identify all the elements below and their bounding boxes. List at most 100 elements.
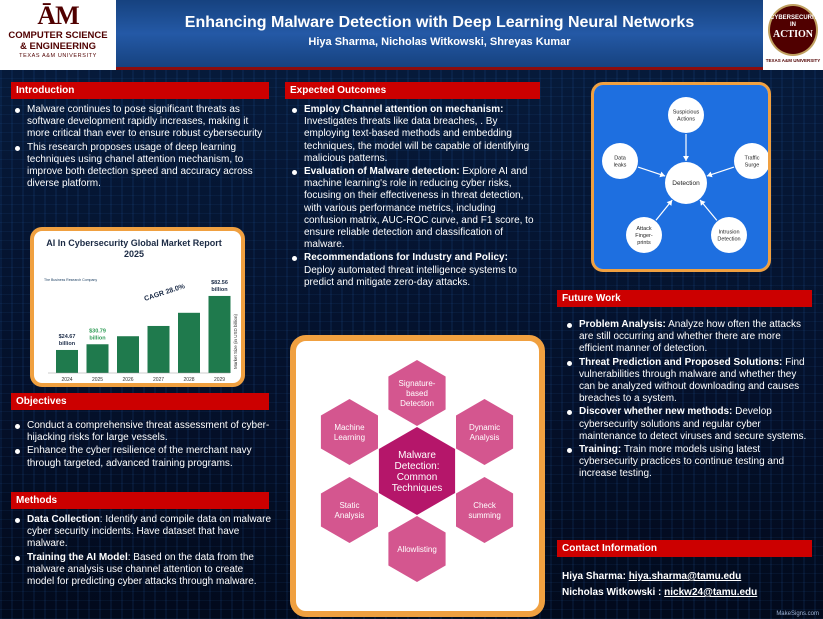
bullet-bold: Training: (579, 444, 622, 456)
objectives-heading: Objectives (11, 393, 269, 410)
chart-tick-label: 2029 (214, 377, 225, 383)
contact-name: Nicholas Witkowski : (562, 587, 662, 598)
hexagon-group: Signature-basedDetectionDynamicAnalysisC… (320, 360, 514, 582)
technique-label: Check (473, 501, 497, 510)
technique-label: based (406, 389, 428, 398)
badge-line-1: CYBERSECURITY (770, 15, 822, 21)
hexagon-svg: Signature-basedDetectionDynamicAnalysisC… (320, 360, 514, 582)
list-item: Recommendations for Industry and Policy:… (288, 252, 538, 289)
technique-hexagon (456, 477, 514, 543)
market-chart-svg: AI In Cybersecurity Global Market Report… (44, 238, 238, 383)
detection-svg: SuspiciousActionsTrafficSurgeIntrusionDe… (594, 85, 768, 269)
technique-hexagon (388, 516, 446, 582)
contact-entry: Hiya Sharma: hiya.sharma@tamu.edu (562, 571, 741, 582)
detection-node (711, 217, 747, 253)
bullet-text: Analyze how often the attacks are still … (579, 319, 801, 355)
detection-node-label: Attack (636, 226, 652, 232)
logo-line-2: & ENGINEERING (19, 41, 96, 52)
chart-tick-label: 2024 (61, 377, 72, 383)
bullet-text: Develop cybersecurity solutions and regu… (579, 406, 807, 442)
title-banner (116, 0, 763, 70)
technique-label: Analysis (335, 511, 365, 520)
technique-label: Signature- (399, 379, 436, 388)
detection-node-label: Suspicious (673, 110, 700, 116)
center-label: Detection: (394, 461, 439, 472)
chart-data-label: $30.79 (89, 328, 106, 334)
center-label: Common (397, 472, 438, 483)
arrowhead-icon (666, 200, 673, 206)
detection-node-label: Surge (745, 163, 760, 169)
future-work-list: Problem Analysis: Analyze how often the … (563, 319, 813, 482)
technique-label: Static (339, 501, 359, 510)
detection-node-label: Finger- (635, 233, 653, 239)
technique-label: Dynamic (469, 423, 500, 432)
bullet-bold: Threat Prediction and Proposed Solutions… (579, 356, 783, 368)
methods-heading: Methods (11, 492, 269, 509)
list-item: Discover whether new methods: Develop cy… (563, 406, 813, 443)
contact-email-link[interactable]: hiya.sharma@tamu.edu (628, 571, 742, 582)
bullet-bold: Employ Channel attention on mechanism: (304, 104, 504, 115)
contact-name: Hiya Sharma: (562, 571, 626, 582)
badge-university: TEXAS A&M UNIVERSITY (765, 58, 821, 63)
bullet-text: Find vulnerabilities through malware and… (579, 356, 805, 405)
bullet-bold: Training the AI Model (27, 551, 128, 563)
arrowhead-icon (706, 171, 713, 178)
bullet-bold: Data Collection (27, 514, 100, 525)
bullet-text: Deploy automated threat intelligence sys… (304, 264, 517, 288)
technique-label: summing (468, 511, 500, 520)
chart-tick-label: 2028 (183, 377, 194, 383)
chart-brand: The Business Research Company (44, 278, 97, 282)
technique-hexagon (456, 399, 514, 465)
expected-outcomes-list: Employ Channel attention on mechanism: I… (288, 104, 538, 290)
chart-data-label: $24.67 (59, 334, 76, 340)
center-label: Techniques (392, 483, 443, 494)
detection-node-label: prints (637, 240, 651, 246)
cybersecurity-in-action-logo: CYBERSECURITY IN ACTION TEXAS A&M UNIVER… (763, 0, 823, 70)
chart-title: AI In Cybersecurity Global Market Report (46, 238, 222, 248)
detection-node-label: Data (614, 156, 627, 162)
technique-label: Allowlisting (397, 545, 437, 554)
detection-node (626, 217, 662, 253)
technique-label: Analysis (470, 433, 500, 442)
arrowhead-icon (700, 199, 706, 206)
chart-data-label: billion (211, 287, 228, 293)
chart-data-label: $82.56 (211, 280, 228, 286)
detection-node (602, 143, 638, 179)
detection-node (734, 143, 768, 179)
center-hexagon (378, 427, 456, 515)
list-item: This research proposes usage of deep lea… (11, 142, 271, 191)
methods-list: Data Collection: Identify and compile da… (11, 514, 271, 589)
list-item: Evaluation of Malware detection: Explore… (288, 166, 538, 251)
list-item: Training the AI Model: Based on the data… (11, 552, 271, 589)
technique-label: Learning (334, 433, 365, 442)
badge-line-3: ACTION (772, 29, 813, 40)
chart-bar (56, 349, 78, 373)
arrowhead-icon (683, 156, 689, 161)
badge-icon: CYBERSECURITY IN ACTION (768, 4, 822, 56)
technique-label: Machine (334, 423, 365, 432)
list-item: Employ Channel attention on mechanism: I… (288, 104, 538, 165)
chart-tick-label: 2026 (122, 377, 133, 383)
cagr-label: CAGR 28.0% (143, 283, 186, 303)
arrowhead-icon (659, 171, 666, 178)
badge-line-2: IN (790, 22, 796, 28)
poster-authors: Hiya Sharma, Nicholas Witkowski, Shreyas… (308, 36, 571, 48)
chart-bar (147, 325, 170, 373)
detection-node-label: Actions (677, 117, 695, 123)
bullet-text: : Identify and compile data on malware c… (27, 514, 272, 550)
logo-line-3: TEXAS A&M UNIVERSITY (19, 53, 97, 59)
contact-email-link[interactable]: nickw24@tamu.edu (664, 587, 758, 598)
technique-hexagon (320, 399, 378, 465)
market-report-chart: AI In Cybersecurity Global Market Report… (30, 227, 245, 387)
tamu-cse-logo: ĀM COMPUTER SCIENCE & ENGINEERING TEXAS … (0, 0, 116, 70)
introduction-heading: Introduction (11, 82, 269, 99)
contact-entry: Nicholas Witkowski : nickw24@tamu.edu (562, 587, 757, 598)
chart-bar (117, 336, 139, 373)
expected-outcomes-heading: Expected Outcomes (285, 82, 540, 99)
poster-title: Enhancing Malware Detection with Deep Le… (184, 14, 695, 31)
detection-node-label: Traffic (745, 156, 760, 162)
bullet-text: Investigates threats like data breaches,… (304, 116, 530, 164)
bullet-text: Train more models using latest cybersecu… (579, 444, 785, 480)
chart-ylabel: Market Size (in USD billion) (233, 313, 238, 369)
